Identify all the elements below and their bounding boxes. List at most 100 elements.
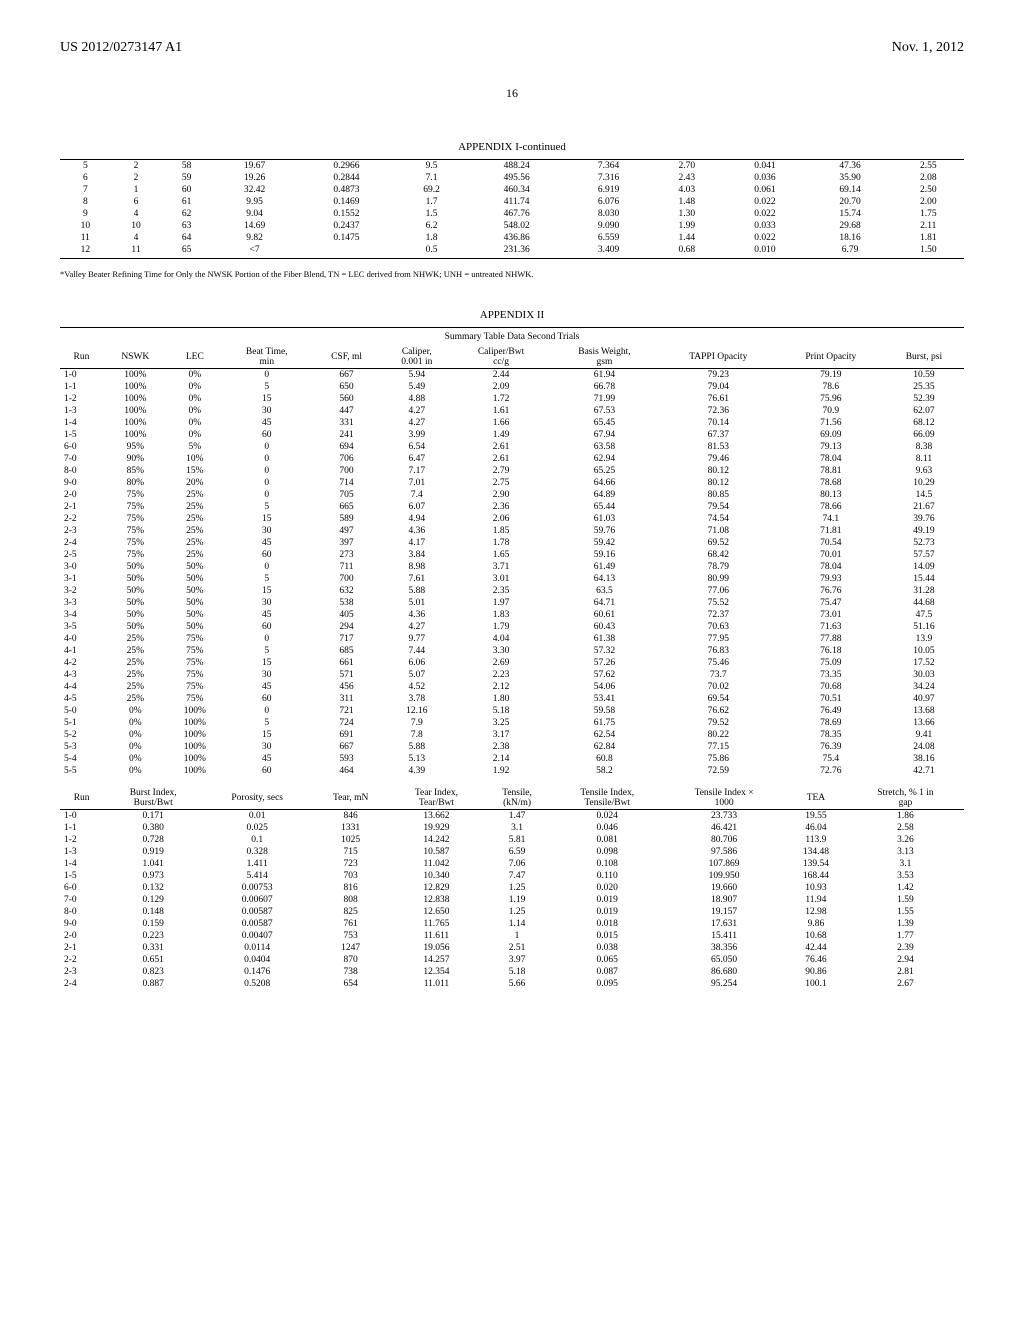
table-cell: 100% [168,765,222,777]
table-cell: 100% [103,405,168,417]
table-cell: 761 [311,918,390,930]
table-cell: 25% [103,633,168,645]
table-cell: 7.316 [566,172,651,184]
appendix2-table-b: RunBurst Index,Burst/BwtPorosity, secsTe… [60,787,964,990]
table-cell: 0.0404 [203,954,311,966]
table-cell: 3-5 [60,621,103,633]
table-row: 1-5100%0%602413.991.4967.9467.3769.0966.… [60,429,964,441]
table-cell: 4.03 [651,184,722,196]
table-cell: 8.11 [884,453,964,465]
table-cell: 6.559 [566,232,651,244]
table-cell: 78.6 [778,381,884,393]
table-row: 3-350%50%305385.011.9764.7175.5275.4744.… [60,597,964,609]
column-header: TAPPI Opacity [659,346,778,369]
table-cell: <7 [212,244,297,256]
table-cell: 0.065 [551,954,663,966]
table-cell: 100% [168,717,222,729]
table-cell: 100% [168,741,222,753]
table-cell: 7.364 [566,160,651,173]
table-cell: 11 [111,244,162,256]
table-cell: 1.44 [651,232,722,244]
table-row: 3-550%50%602944.271.7960.4370.6371.6351.… [60,621,964,633]
column-header: CSF, ml [312,346,382,369]
table-cell: 79.23 [659,369,778,382]
table-cell: 60 [222,429,311,441]
table-cell: 13.9 [884,633,964,645]
table-cell: 17.631 [663,918,785,930]
table-cell: 1.30 [651,208,722,220]
table-cell: 50% [168,621,222,633]
table-cell: 10.05 [884,645,964,657]
table-cell: 4.17 [382,537,452,549]
table-cell: 8-0 [60,906,103,918]
appendix1-body: 525819.670.29669.5488.247.3642.700.04147… [60,160,964,257]
table-cell: 14.242 [390,834,483,846]
table-row: 121165<70.5231.363.4090.680.0106.791.50 [60,244,964,256]
table-cell: 9 [60,208,111,220]
table-cell: 667 [312,369,382,382]
table-row: 4-325%75%305715.072.2357.6273.773.3530.0… [60,669,964,681]
table-cell: 0.1469 [297,196,396,208]
table-cell: 0.01 [203,810,311,823]
table-cell: 75% [103,489,168,501]
table-row: 3-250%50%156325.882.3563.577.0676.7631.2… [60,585,964,597]
table-cell: 58 [161,160,212,173]
table-cell: 3-2 [60,585,103,597]
table-cell: 5 [222,573,311,585]
table-cell: 3.30 [452,645,550,657]
table-cell: 9.41 [884,729,964,741]
table-row: 1-4100%0%453314.271.6665.4570.1471.5668.… [60,417,964,429]
table-cell: 0.887 [103,978,203,990]
table-cell: 107.869 [663,858,785,870]
table-cell: 67.94 [550,429,659,441]
table-row: 5-50%100%604644.391.9258.272.5972.7642.7… [60,765,964,777]
table-cell: 4.88 [382,393,452,405]
table-cell: 0.00587 [203,906,311,918]
table-cell: 6.076 [566,196,651,208]
table-cell: 1.47 [483,810,551,823]
table-cell: 86.680 [663,966,785,978]
table-cell: 5 [222,717,311,729]
table-cell: 0.171 [103,810,203,823]
table-cell: 76.83 [659,645,778,657]
table-cell: 65.44 [550,501,659,513]
table-cell: 456 [312,681,382,693]
table-cell: 7.47 [483,870,551,882]
table-cell: 12.16 [382,705,452,717]
table-cell: 0.4873 [297,184,396,196]
table-cell: 1-2 [60,393,103,405]
table-cell: 66.09 [884,429,964,441]
table-cell: 2.44 [452,369,550,382]
table-cell: 100% [103,417,168,429]
table-cell: 11.042 [390,858,483,870]
table-cell: 15 [222,729,311,741]
table-cell: 15 [222,393,311,405]
table-cell: 52.39 [884,393,964,405]
table-cell: 721 [312,705,382,717]
table-cell: 0.223 [103,930,203,942]
table-cell: 64.89 [550,489,659,501]
table-cell: 9.82 [212,232,297,244]
table-cell: 68.42 [659,549,778,561]
table-cell: 14.09 [884,561,964,573]
table-row: 2-30.8230.147673812.3545.180.08786.68090… [60,966,964,978]
table-cell: 0.919 [103,846,203,858]
table-cell: 1.61 [452,405,550,417]
table-cell: 1-0 [60,369,103,382]
table-cell: 59.58 [550,705,659,717]
table-cell: 2-4 [60,978,103,990]
table-cell: 0% [103,705,168,717]
table-cell: 63.58 [550,441,659,453]
table-cell: 3.71 [452,561,550,573]
table-cell: 45 [222,753,311,765]
publication-number: US 2012/0273147 A1 [60,40,182,56]
table-cell: 870 [311,954,390,966]
table-cell: 705 [312,489,382,501]
table-cell: 77.88 [778,633,884,645]
table-cell: 77.15 [659,741,778,753]
table-cell: 2.36 [452,501,550,513]
table-cell: 2.70 [651,160,722,173]
table-row: 625919.260.28447.1495.567.3162.430.03635… [60,172,964,184]
table-cell: 50% [168,573,222,585]
table-cell: 25.35 [884,381,964,393]
